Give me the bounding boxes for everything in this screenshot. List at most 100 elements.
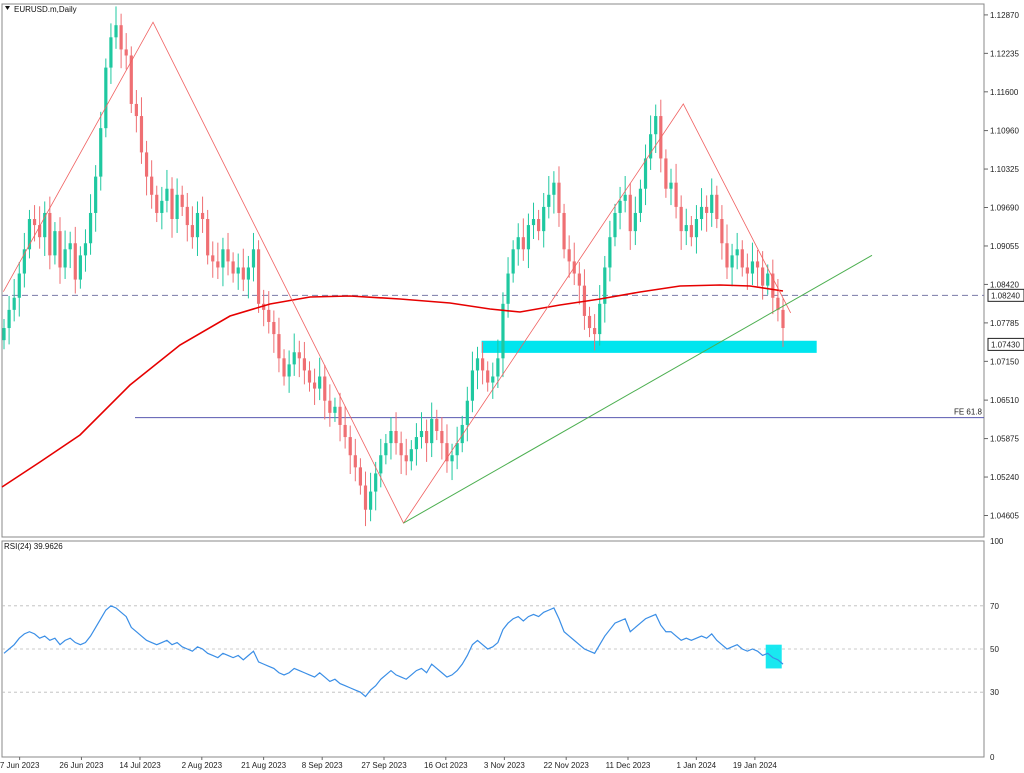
price-label-box (987, 337, 1024, 351)
candle-body (501, 303, 505, 359)
price-label-text: 1.07430 (991, 340, 1020, 349)
candle-body (664, 158, 668, 189)
candle-body (246, 267, 250, 280)
candle-body (312, 382, 317, 389)
rsi-line (3, 605, 784, 698)
candle-body (618, 200, 622, 213)
candle-body (399, 443, 403, 456)
candle-body (277, 334, 281, 359)
candle-body (328, 400, 332, 413)
date-tick-label: 19 Jan 2024 (733, 761, 778, 770)
candle-body (435, 418, 439, 432)
candle-body (12, 297, 16, 310)
candle-body (292, 352, 296, 365)
candle-body (88, 212, 93, 244)
rsi-tick-label: 50 (990, 645, 999, 654)
candle-body (17, 273, 21, 298)
candle-body (384, 443, 388, 456)
candle-body (654, 116, 658, 135)
candle-body (129, 55, 133, 104)
candle-body (78, 255, 82, 280)
candle-body (598, 303, 602, 335)
date-tick-label: 21 Aug 2023 (241, 761, 286, 770)
price-label-box (987, 288, 1024, 302)
candle-body (287, 364, 291, 377)
candle-body (302, 358, 306, 371)
candle-body (486, 370, 490, 383)
candle-body (720, 219, 724, 244)
candle-body (333, 406, 337, 413)
candle-body (628, 194, 632, 232)
candle-body (424, 431, 429, 444)
candle-body (649, 134, 653, 159)
dropdown-icon (5, 6, 10, 10)
candle-body (506, 273, 510, 304)
price-tick-label: 1.10325 (990, 165, 1019, 174)
candle-body (48, 212, 52, 256)
candle-body (613, 212, 617, 238)
price-tick-label: 1.04605 (990, 511, 1019, 520)
candle-body (272, 321, 276, 335)
date-tick-label: 26 Jun 2023 (59, 761, 104, 770)
candle-body (318, 376, 322, 389)
candle-body (470, 370, 475, 401)
candle-body (73, 243, 77, 280)
candle-body (547, 194, 551, 207)
fe-level-label: FE 61.8 (954, 408, 983, 417)
candle-body (440, 431, 444, 444)
main-plot-frame (1, 3, 985, 538)
candle-body (27, 219, 32, 250)
rsi-highlight-zone (765, 644, 782, 669)
candle-body (104, 67, 108, 129)
candle-body (282, 358, 286, 377)
support-zone (481, 340, 817, 353)
candle-body (445, 443, 449, 462)
candle-body (221, 249, 225, 268)
candle-body (735, 249, 739, 256)
candle-body (537, 219, 541, 232)
candle-body (139, 116, 144, 153)
candle-body (531, 219, 536, 226)
candle-body (674, 182, 678, 207)
candle-body (710, 194, 714, 213)
candle-body (643, 158, 648, 189)
candle-body (465, 400, 469, 425)
candle-body (165, 188, 169, 201)
support-trendline (403, 254, 873, 524)
date-tick-label: 11 Dec 2023 (606, 761, 651, 770)
candle-body (567, 249, 571, 262)
price-tick-label: 1.12235 (990, 49, 1019, 58)
candle-body (53, 231, 57, 256)
candle-body (358, 467, 363, 486)
candle-body (715, 194, 719, 220)
candle-body (404, 455, 408, 462)
candle-body (63, 249, 67, 268)
candle-body (38, 225, 42, 238)
candle-body (633, 212, 637, 232)
candle-body (7, 309, 11, 329)
candle-body (297, 352, 301, 359)
date-tick-label: 7 Jun 2023 (0, 761, 40, 770)
candle-body (511, 249, 515, 274)
candle-body (725, 243, 729, 268)
candle-body (175, 194, 179, 220)
ma-200-line (1, 284, 784, 488)
date-tick-label: 22 Nov 2023 (543, 761, 589, 770)
candle-body (389, 431, 393, 444)
date-tick-label: 8 Sep 2023 (302, 761, 343, 770)
candle-body (394, 431, 398, 444)
candle-body (43, 212, 47, 238)
date-tick-label: 1 Jan 2024 (677, 761, 717, 770)
candle-body (323, 376, 327, 401)
candle-body (343, 424, 347, 438)
candle-body (195, 212, 200, 238)
rsi-title: RSI(24) 39.9626 (4, 542, 63, 551)
candle-body (475, 358, 480, 371)
candle-body (699, 206, 704, 220)
candle-body (134, 103, 138, 117)
candle-body (353, 455, 357, 468)
candle-body (750, 261, 755, 274)
candle-body (776, 297, 780, 310)
candle-body (689, 225, 693, 238)
